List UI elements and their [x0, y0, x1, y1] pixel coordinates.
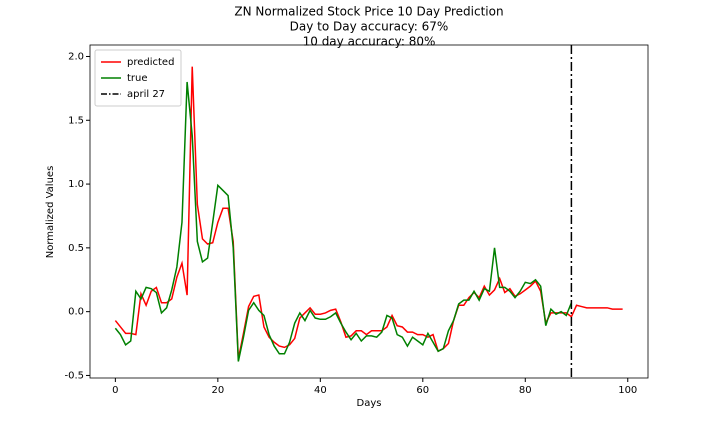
x-tick-label: 40	[314, 385, 327, 396]
series-line	[114, 81, 573, 362]
x-tick-label: 80	[519, 385, 532, 396]
chart-subtitle: 10 day accuracy: 80%	[303, 35, 436, 49]
legend-label: predicted	[127, 57, 174, 68]
legend-label: april 27	[127, 89, 165, 100]
x-tick-label: 0	[112, 385, 118, 396]
x-axis-label: Days	[357, 398, 382, 409]
x-tick-label: 60	[416, 385, 429, 396]
legend-box	[94, 49, 182, 107]
chart-subtitle: Day to Day accuracy: 67%	[290, 20, 449, 34]
chart-title: ZN Normalized Stock Price 10 Day Predict…	[234, 5, 503, 19]
x-tick-label: 100	[618, 385, 637, 396]
y-tick-label: -0.5	[64, 370, 84, 381]
y-tick-label: 2.0	[68, 51, 84, 62]
legend: predicted true april 27	[94, 49, 182, 107]
legend-label: true	[127, 73, 148, 84]
x-tick-label: 20	[211, 385, 224, 396]
y-tick-label: 0.0	[68, 307, 84, 318]
axes-frame	[89, 44, 649, 379]
y-tick-label: 1.0	[68, 179, 84, 190]
y-tick-label: 0.5	[68, 243, 84, 254]
plot-area	[114, 45, 623, 378]
y-axis-label: Normalized Values	[45, 166, 56, 259]
series-line	[114, 66, 623, 360]
y-tick-label: 1.5	[68, 115, 84, 126]
